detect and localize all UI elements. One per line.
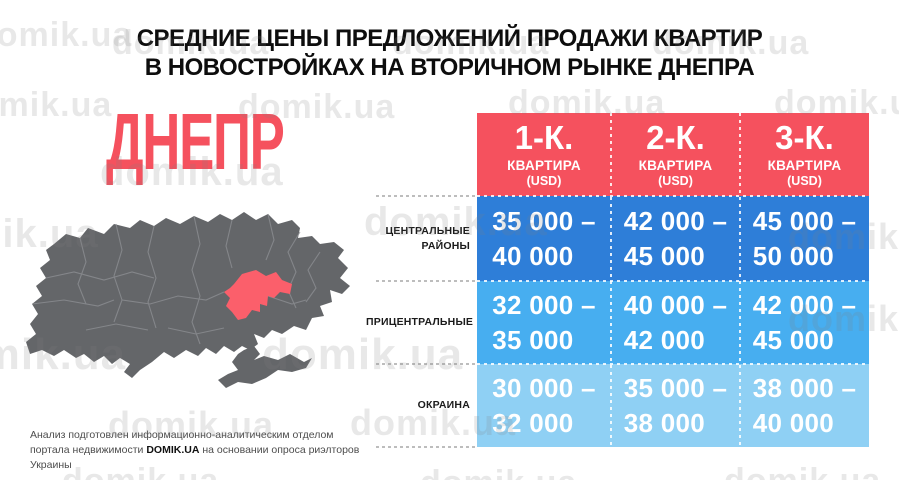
watermark-text: domik.ua bbox=[0, 86, 113, 124]
price-range-line: 50 000 bbox=[752, 240, 835, 271]
source-note: Анализ подготовлен информационно-аналити… bbox=[30, 428, 365, 474]
price-range-line: 35 000 bbox=[492, 324, 574, 355]
source-note-text: на основании опроса риэлторов Украины bbox=[30, 444, 360, 472]
price-range-line: 40 000 bbox=[492, 240, 574, 271]
price-cell: 45 000 – 50 000 bbox=[740, 196, 869, 281]
column-subtitle: КВАРТИРА bbox=[507, 158, 581, 174]
column-subtitle: КВАРТИРА bbox=[767, 158, 842, 174]
price-cell: 42 000 – 45 000 bbox=[611, 196, 740, 281]
header-cell-3k: 3-К. КВАРТИРА (USD) bbox=[740, 113, 869, 196]
price-range-line: 40 000 – bbox=[623, 289, 728, 320]
dnipropetrovsk-region bbox=[224, 270, 292, 320]
header-cell-1k: 1-К. КВАРТИРА (USD) bbox=[477, 113, 611, 196]
price-range-line: 40 000 bbox=[752, 407, 835, 438]
price-range-line: 35 000 – bbox=[492, 205, 596, 236]
price-cell: 32 000 – 35 000 bbox=[477, 281, 611, 364]
row-label-line: ПРИЦЕНТРАЛЬНЫЕ bbox=[366, 316, 474, 328]
column-subtitle: КВАРТИРА bbox=[638, 158, 713, 174]
row-divider-dashed bbox=[477, 195, 869, 197]
column-title: 1-К. bbox=[514, 118, 574, 156]
row-label-outskirts: ОКРАИНА bbox=[366, 398, 470, 413]
column-unit: (USD) bbox=[787, 174, 822, 189]
price-cell: 35 000 – 40 000 bbox=[477, 196, 611, 281]
price-range-line: 42 000 – bbox=[752, 289, 857, 320]
header-cell-2k: 2-К. КВАРТИРА (USD) bbox=[611, 113, 740, 196]
price-range-line: 35 000 – bbox=[623, 372, 728, 403]
row-divider-dashed bbox=[477, 363, 869, 365]
page-title-line2: В НОВОСТРОЙКАХ НА ВТОРИЧНОМ РЫНКЕ ДНЕПРА bbox=[144, 54, 755, 82]
row-divider-dashed bbox=[376, 280, 477, 282]
page-title-line1: СРЕДНИЕ ЦЕНЫ ПРЕДЛОЖЕНИЙ ПРОДАЖИ КВАРТИР bbox=[136, 25, 763, 52]
oblast-borders bbox=[31, 213, 321, 345]
row-divider-dashed bbox=[376, 446, 477, 448]
crimea-peninsula bbox=[218, 346, 312, 388]
price-cell: 35 000 – 38 000 bbox=[611, 364, 740, 447]
row-label-central: ЦЕНТРАЛЬНЫЕ РАЙОНЫ bbox=[366, 224, 470, 253]
watermark-text: domik.ua bbox=[724, 462, 881, 480]
price-range-line: 42 000 – bbox=[623, 205, 728, 236]
row-label-line: ЦЕНТРАЛЬНЫЕ bbox=[385, 225, 470, 237]
price-cell: 30 000 – 32 000 bbox=[477, 364, 611, 447]
price-cell: 40 000 – 42 000 bbox=[611, 281, 740, 364]
row-divider-dashed bbox=[376, 195, 477, 197]
column-title: 2-К. bbox=[646, 118, 705, 156]
page-title: СРЕДНИЕ ЦЕНЫ ПРЕДЛОЖЕНИЙ ПРОДАЖИ КВАРТИР… bbox=[0, 24, 899, 83]
row-label-line: РАЙОНЫ bbox=[421, 239, 470, 252]
price-range-line: 42 000 bbox=[623, 324, 706, 355]
price-range-line: 45 000 bbox=[623, 240, 706, 271]
price-cell: 42 000 – 45 000 bbox=[740, 281, 869, 364]
ukraine-silhouette bbox=[26, 212, 350, 388]
ukraine-map bbox=[26, 212, 350, 388]
price-range-line: 45 000 bbox=[752, 324, 835, 355]
price-range-line: 38 000 bbox=[623, 407, 706, 438]
row-divider-dashed bbox=[376, 363, 477, 365]
price-range-line: 45 000 – bbox=[752, 205, 857, 236]
column-title: 3-К. bbox=[775, 118, 834, 156]
price-range-line: 30 000 – bbox=[492, 372, 596, 403]
column-unit: (USD) bbox=[658, 174, 693, 189]
price-table: 1-К. КВАРТИРА (USD) 2-К. КВАРТИРА (USD) … bbox=[477, 113, 869, 447]
price-range-line: 38 000 – bbox=[752, 372, 857, 403]
row-label-line: ОКРАИНА bbox=[417, 399, 470, 411]
source-note-brand: DOMIK.UA bbox=[146, 444, 200, 457]
price-cell: 38 000 – 40 000 bbox=[740, 364, 869, 447]
column-unit: (USD) bbox=[526, 174, 562, 189]
watermark-text: domik.ua bbox=[420, 464, 577, 480]
price-range-line: 32 000 – bbox=[492, 289, 596, 320]
city-label: ДНЕПР bbox=[106, 97, 285, 186]
price-range-line: 32 000 bbox=[492, 407, 574, 438]
row-label-pericentral: ПРИЦЕНТРАЛЬНЫЕ bbox=[366, 315, 474, 330]
source-note-text: Анализ подготовлен информационно-аналити… bbox=[30, 429, 334, 457]
row-divider-dashed bbox=[477, 280, 869, 282]
